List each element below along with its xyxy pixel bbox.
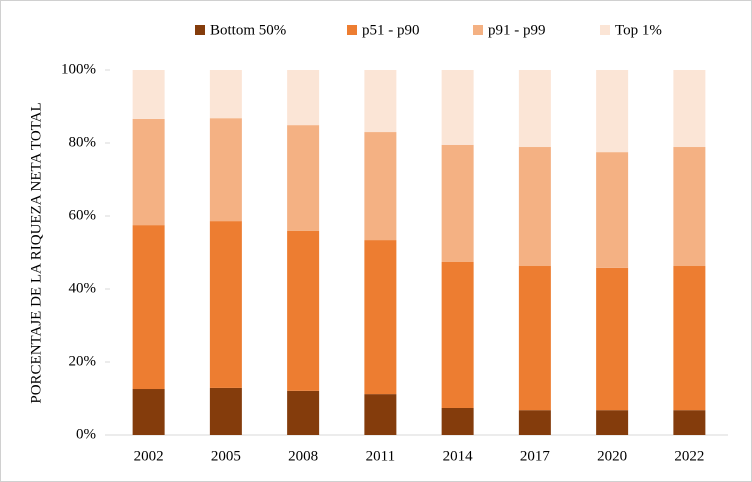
bar-segment — [287, 70, 320, 126]
y-tick-label: 20% — [69, 353, 97, 369]
bar-segment — [364, 70, 397, 133]
bar-segment — [441, 144, 474, 262]
bar-segment — [673, 70, 706, 148]
bar-segment — [132, 70, 165, 119]
legend-label: p51 - p90 — [362, 22, 420, 38]
y-tick-label: 60% — [69, 207, 97, 223]
x-tick-label: 2020 — [597, 448, 627, 464]
x-tick-label: 2002 — [134, 448, 164, 464]
y-tick-label: 0% — [76, 426, 96, 442]
legend-label: Top 1% — [615, 22, 662, 38]
bar-segment — [209, 118, 242, 222]
legend-swatch — [195, 25, 205, 35]
x-tick-label: 2017 — [520, 448, 551, 464]
bar-segment — [596, 152, 629, 268]
bar-segment — [209, 387, 242, 435]
legend-label: p91 - p99 — [488, 22, 546, 38]
bar-segment — [132, 118, 165, 226]
bar-segment — [287, 390, 320, 435]
x-tick-label: 2011 — [366, 448, 395, 464]
bar-segment — [209, 221, 242, 388]
bar-segment — [441, 261, 474, 408]
bar-segment — [364, 394, 397, 435]
y-axis-label: PORCENTAJE DE LA RIQUEZA NETA TOTAL — [28, 102, 44, 403]
y-tick-label: 100% — [61, 61, 96, 77]
bar-segment — [518, 410, 551, 435]
bar-segment — [596, 70, 629, 153]
bar-segment — [132, 225, 165, 390]
bar-segment — [364, 240, 397, 395]
y-tick-label: 80% — [69, 134, 97, 150]
legend-label: Bottom 50% — [210, 22, 286, 38]
bar-segment — [287, 230, 320, 391]
bar-segment — [132, 389, 165, 435]
bar-segment — [518, 147, 551, 267]
bar-segment — [518, 266, 551, 411]
bar-segment — [441, 70, 474, 145]
legend-swatch — [600, 25, 610, 35]
bar-segment — [518, 70, 551, 148]
y-tick-label: 40% — [69, 280, 97, 296]
bar-segment — [364, 132, 397, 241]
bar-segment — [209, 70, 242, 119]
legend-swatch — [347, 25, 357, 35]
bar-segment — [673, 266, 706, 411]
x-tick-label: 2005 — [211, 448, 241, 464]
x-tick-label: 2008 — [288, 448, 318, 464]
bar-segment — [673, 410, 706, 435]
bar-segment — [596, 267, 629, 411]
x-tick-label: 2014 — [443, 448, 474, 464]
bar-segment — [596, 410, 629, 435]
x-tick-label: 2022 — [674, 448, 704, 464]
bar-segment — [287, 125, 320, 231]
bar-segment — [673, 147, 706, 267]
legend-swatch — [473, 25, 483, 35]
bar-segment — [441, 407, 474, 435]
